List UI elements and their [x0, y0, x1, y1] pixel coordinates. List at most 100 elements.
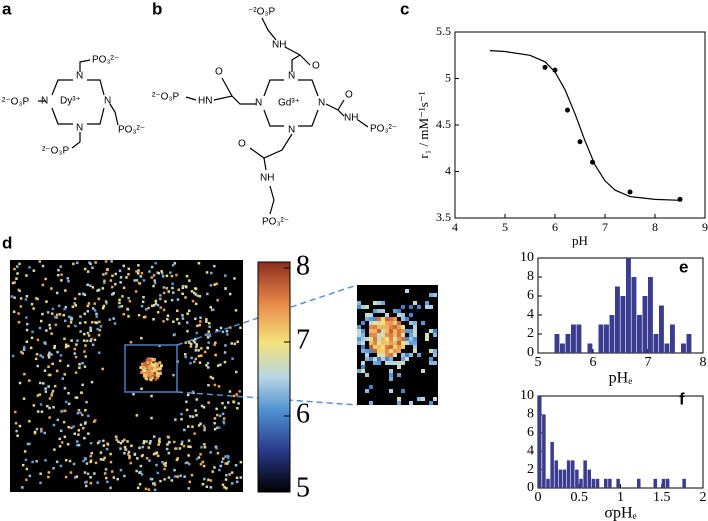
- pixel: [70, 426, 73, 430]
- pixel: [144, 376, 148, 380]
- pixel: [68, 315, 71, 318]
- panel-label: d: [2, 233, 12, 252]
- pixel: [63, 337, 66, 340]
- pixel: [82, 459, 85, 463]
- pixel: [93, 472, 96, 475]
- pixel: [89, 329, 92, 333]
- histogram-bar: [608, 478, 612, 488]
- histogram-bar: [616, 478, 620, 488]
- pixel: [365, 313, 369, 317]
- pixel: [357, 301, 361, 305]
- pixel: [373, 337, 377, 341]
- pixel: [203, 426, 206, 430]
- pixel: [184, 353, 187, 356]
- pixel: [433, 293, 437, 297]
- pixel: [226, 454, 230, 458]
- pixel: [103, 281, 106, 284]
- pixel: [381, 337, 385, 341]
- pixel: [389, 369, 393, 373]
- x-tick-label: 7: [645, 355, 652, 370]
- pixel: [385, 337, 389, 341]
- pixel: [176, 475, 179, 478]
- pixel: [118, 298, 121, 302]
- pixel: [389, 341, 393, 345]
- pixel: [401, 337, 405, 341]
- pixel: [166, 314, 170, 317]
- pixel: [381, 357, 385, 361]
- pixel: [224, 462, 227, 465]
- pixel: [74, 396, 77, 399]
- pixel: [76, 339, 79, 342]
- pixel: [222, 417, 226, 420]
- pixel: [150, 265, 154, 269]
- pixel: [61, 377, 64, 380]
- x-tick-label: 7: [602, 220, 608, 234]
- histogram-bar: [542, 414, 546, 488]
- pixel: [136, 272, 140, 275]
- pixel: [67, 425, 70, 429]
- pixel: [357, 325, 361, 329]
- pixel: [405, 357, 409, 361]
- pixel: [202, 406, 206, 409]
- pixel: [47, 356, 51, 359]
- pixel: [40, 319, 43, 323]
- pixel: [91, 266, 94, 269]
- pixel: [135, 414, 139, 417]
- pixel: [16, 265, 19, 268]
- pixel: [361, 321, 365, 325]
- pixel: [409, 313, 413, 317]
- pixel: [156, 303, 160, 307]
- pixel: [64, 409, 67, 413]
- pixel: [119, 468, 123, 472]
- pixel: [155, 367, 159, 371]
- pixel: [369, 329, 373, 333]
- pixel: [153, 488, 157, 492]
- histogram-bar: [562, 469, 567, 488]
- pixel: [47, 385, 50, 388]
- pixel: [373, 341, 377, 345]
- pixel: [142, 441, 145, 445]
- pixel: [176, 309, 179, 312]
- pixel: [381, 349, 385, 353]
- pixel: [185, 400, 188, 404]
- y-tick-label: 4: [527, 307, 534, 322]
- pixel: [65, 400, 68, 404]
- y-tick-label: 2: [527, 462, 534, 477]
- pixel: [361, 305, 365, 309]
- pixel: [397, 401, 401, 405]
- pixel: [78, 292, 81, 296]
- pixel: [105, 447, 109, 451]
- pixel: [208, 325, 211, 328]
- plot-frame: [454, 31, 706, 219]
- pixel: [119, 276, 123, 279]
- pixel: [198, 361, 202, 364]
- pixel: [147, 366, 151, 370]
- pixel: [413, 301, 417, 305]
- pixel: [389, 333, 393, 337]
- pixel: [150, 366, 154, 370]
- pixel: [214, 445, 218, 449]
- pixel: [373, 317, 377, 321]
- pixel: [184, 341, 187, 344]
- pixel: [30, 302, 34, 306]
- atom-label: N: [288, 71, 295, 82]
- pixel: [165, 447, 169, 451]
- pixel: [397, 397, 401, 401]
- pixel: [17, 312, 20, 315]
- pixel: [75, 396, 79, 399]
- pixel: [195, 457, 199, 461]
- pixel: [102, 439, 105, 443]
- pixel: [74, 324, 77, 328]
- pixel: [213, 343, 216, 346]
- x-tick-label: 6: [590, 355, 597, 370]
- pixel: [111, 274, 114, 277]
- pixel: [93, 302, 96, 305]
- pixel: [156, 374, 160, 378]
- histogram-bar: [538, 396, 542, 488]
- pixel: [171, 282, 174, 286]
- pixel: [189, 361, 192, 365]
- pixel: [91, 343, 95, 346]
- pixel: [181, 440, 184, 443]
- x-axis-label: pH: [572, 233, 588, 248]
- pixel: [83, 350, 86, 353]
